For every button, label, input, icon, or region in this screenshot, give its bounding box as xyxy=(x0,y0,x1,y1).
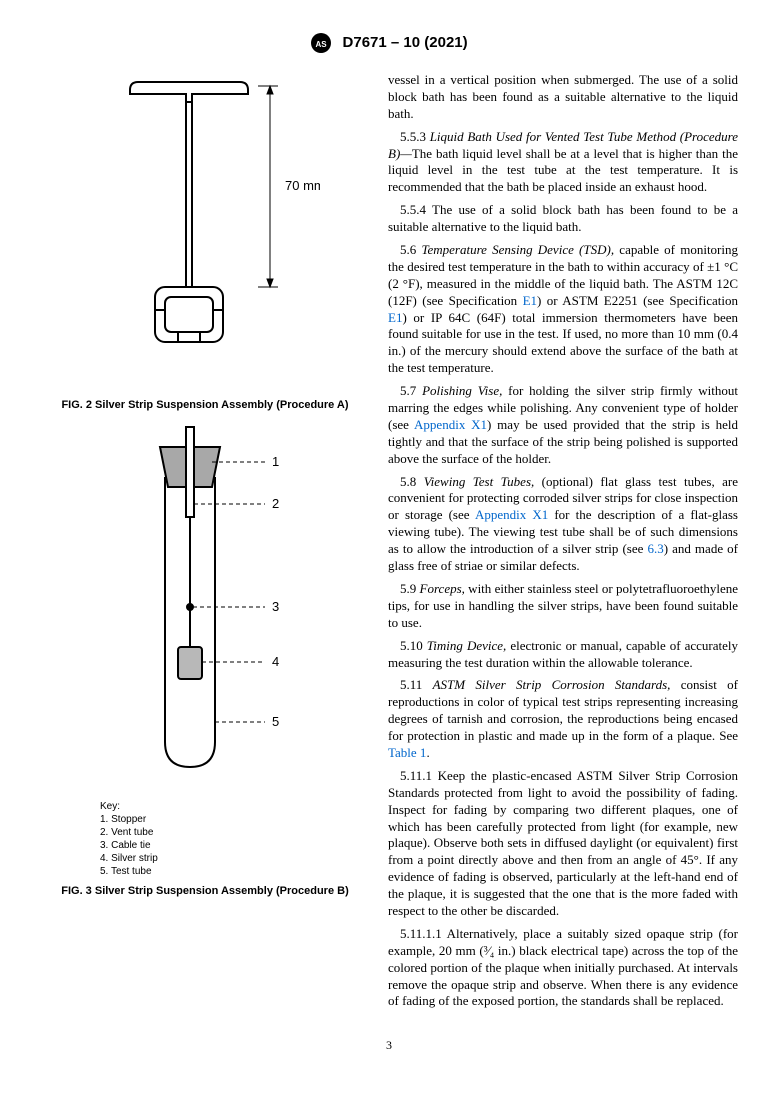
page-header: AS D7671 – 10 (2021) xyxy=(40,32,738,54)
fig3-caption: FIG. 3 Silver Strip Suspension Assembly … xyxy=(40,884,370,898)
paragraph: vessel in a vertical position when subme… xyxy=(388,72,738,123)
svg-text:2: 2 xyxy=(272,496,279,511)
link-appendix-x1[interactable]: Appendix X1 xyxy=(414,417,487,432)
fig2-dimension-label: 70 mm xyxy=(285,178,320,193)
paragraph: 5.6 Temperature Sensing Device (TSD), ca… xyxy=(388,242,738,377)
paragraph: 5.11.1 Keep the plastic-encased ASTM Sil… xyxy=(388,768,738,920)
key-item: 2. Vent tube xyxy=(100,826,370,839)
paragraph: 5.5.3 Liquid Bath Used for Vented Test T… xyxy=(388,129,738,197)
astm-logo-icon: AS xyxy=(310,32,332,54)
link-e1[interactable]: E1 xyxy=(388,310,402,325)
figure-3: 1 2 3 4 5 Key: 1. Stopper 2. Vent tube 3… xyxy=(40,422,370,898)
paragraph: 5.8 Viewing Test Tubes, (optional) flat … xyxy=(388,474,738,575)
key-item: 4. Silver strip xyxy=(100,852,370,865)
key-item: 1. Stopper xyxy=(100,813,370,826)
fig3-key: Key: 1. Stopper 2. Vent tube 3. Cable ti… xyxy=(100,800,370,878)
designation-text: D7671 – 10 (2021) xyxy=(343,34,468,51)
paragraph: 5.5.4 The use of a solid block bath has … xyxy=(388,202,738,236)
key-title: Key: xyxy=(100,800,370,813)
figure-2: 70 mm FIG. 2 Silver Strip Suspension Ass… xyxy=(40,72,370,412)
svg-text:5: 5 xyxy=(272,714,279,729)
svg-text:AS: AS xyxy=(316,40,328,49)
link-6-3[interactable]: 6.3 xyxy=(647,541,663,556)
link-appendix-x1[interactable]: Appendix X1 xyxy=(475,507,548,522)
fig2-caption: FIG. 2 Silver Strip Suspension Assembly … xyxy=(40,398,370,412)
paragraph: 5.10 Timing Device, electronic or manual… xyxy=(388,638,738,672)
key-item: 3. Cable tie xyxy=(100,839,370,852)
paragraph: 5.11 ASTM Silver Strip Corrosion Standar… xyxy=(388,677,738,761)
body-text-column: vessel in a vertical position when subme… xyxy=(388,72,738,1016)
link-table-1[interactable]: Table 1 xyxy=(388,745,426,760)
svg-text:1: 1 xyxy=(272,454,279,469)
link-e1[interactable]: E1 xyxy=(523,293,537,308)
key-item: 5. Test tube xyxy=(100,865,370,878)
paragraph: 5.11.1.1 Alternatively, place a suitably… xyxy=(388,926,738,1010)
paragraph: 5.7 Polishing Vise, for holding the silv… xyxy=(388,383,738,467)
paragraph: 5.9 Forceps, with either stainless steel… xyxy=(388,581,738,632)
svg-text:4: 4 xyxy=(272,654,279,669)
svg-text:3: 3 xyxy=(272,599,279,614)
